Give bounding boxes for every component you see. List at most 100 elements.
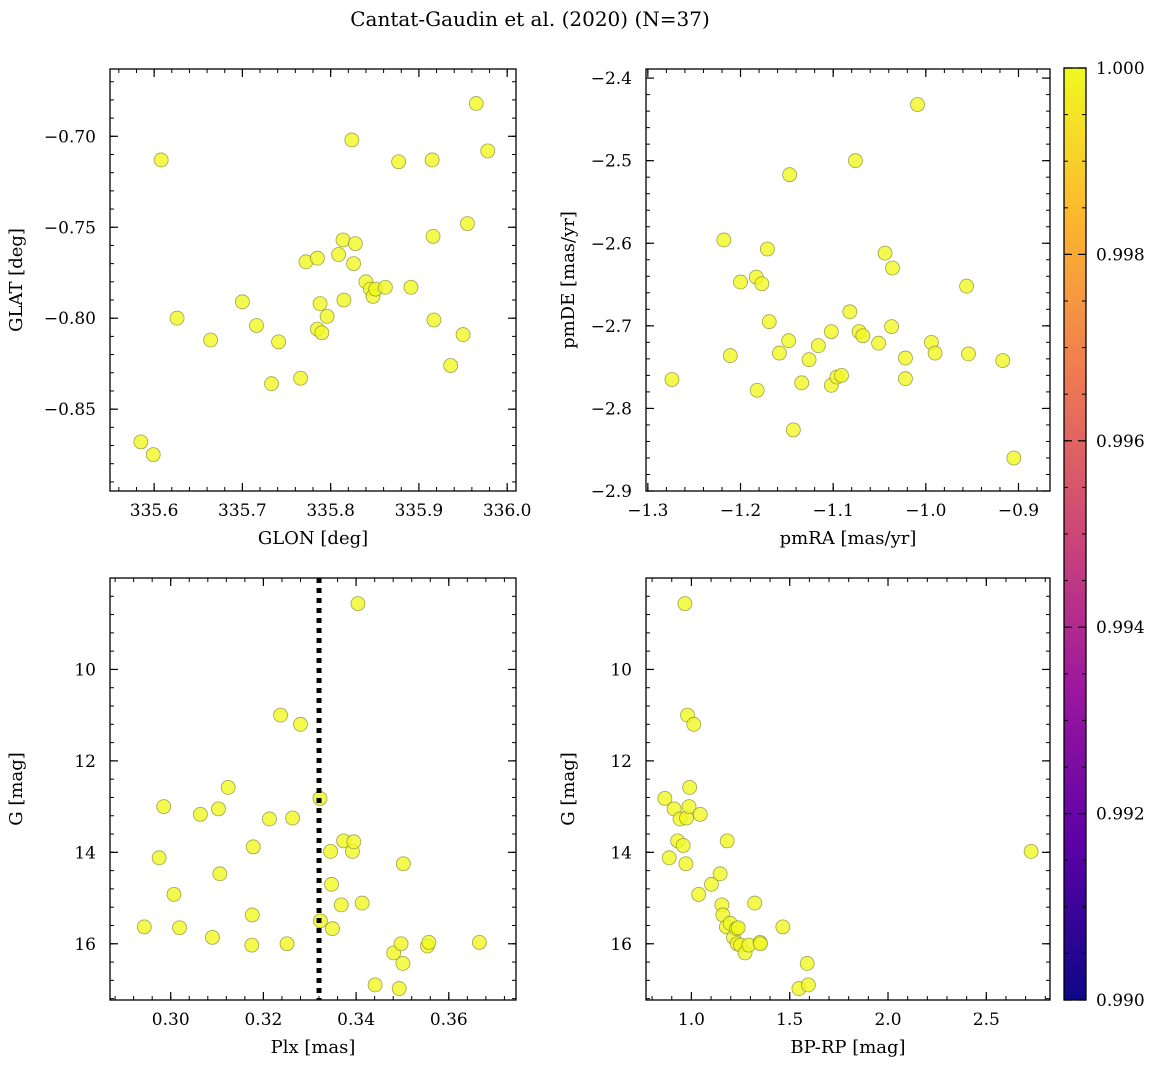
data-point <box>335 232 351 248</box>
data-point <box>205 929 220 945</box>
data-point <box>346 256 362 272</box>
data-point <box>664 372 680 387</box>
data-point <box>772 345 787 361</box>
panel-4: 1.0 1.5 2.0 2.5 10 12 14 16 BP-RP [mag] G [mag] <box>558 577 1051 1058</box>
data-point <box>848 153 863 169</box>
data-point <box>1023 844 1039 859</box>
data-point <box>133 434 149 450</box>
plot-frame <box>645 68 1051 492</box>
data-point <box>719 833 735 849</box>
data-point <box>681 799 697 815</box>
data-point <box>781 333 797 349</box>
x-tick-label: 1.0 <box>678 1010 705 1030</box>
data-point <box>677 596 693 612</box>
data-point <box>273 707 288 723</box>
data-point <box>692 806 708 822</box>
data-point <box>884 319 899 335</box>
data-point <box>264 376 279 392</box>
y-tick-label: 14 <box>610 843 632 863</box>
y-tick-label: 10 <box>74 660 96 680</box>
data-point <box>460 216 475 232</box>
data-point <box>391 154 407 170</box>
y-tick-label: 14 <box>74 843 96 863</box>
data-point <box>426 312 442 328</box>
data-point <box>800 977 816 993</box>
data-point <box>393 936 409 952</box>
data-point <box>794 375 810 391</box>
data-point <box>682 779 698 795</box>
panel-3: 0.30 0.32 0.34 0.36 10 12 14 16 Plx [mas] G [mag] <box>6 577 517 1058</box>
data-point <box>203 332 219 348</box>
y-tick-label: −0.75 <box>44 218 96 238</box>
y-tick-label: −0.70 <box>44 127 96 147</box>
data-point <box>775 919 791 935</box>
y-tick-label: −2.4 <box>591 69 632 89</box>
x-tick-label: 2.0 <box>874 1010 901 1030</box>
data-point <box>244 937 260 953</box>
x-axis-label: Plx [mas] <box>271 1037 356 1058</box>
data-point <box>443 358 459 373</box>
data-point <box>834 367 849 383</box>
data-point <box>424 152 440 168</box>
data-point <box>166 886 182 902</box>
data-point <box>898 371 913 387</box>
data-point <box>169 310 185 326</box>
data-point <box>234 294 250 310</box>
data-point <box>471 934 487 950</box>
data-point <box>959 278 975 294</box>
y-tick-label: −0.80 <box>44 309 96 329</box>
y-tick-label: 12 <box>610 752 632 772</box>
data-point <box>324 876 339 892</box>
panel-2: −1.3 −1.2 −1.1 −1.0 −0.9 −2.9 −2.8 −2.7 −2.6 −2.5… <box>558 68 1051 549</box>
colorbar-tick-label: 0.990 <box>1096 991 1145 1011</box>
data-point <box>733 274 748 290</box>
data-point <box>871 335 886 351</box>
data-point <box>722 348 738 363</box>
colorbar: 0.990 0.992 0.994 0.996 0.998 1.000 <box>1063 59 1145 1011</box>
data-point <box>801 352 817 368</box>
data-point <box>759 241 775 257</box>
y-tick-label: 12 <box>74 752 96 772</box>
x-axis-label: pmRA [mas/yr] <box>780 528 917 549</box>
data-point <box>961 346 976 362</box>
data-point <box>211 801 226 817</box>
x-tick-label: 0.34 <box>337 1010 375 1030</box>
data-point <box>425 228 441 244</box>
data-point <box>391 981 407 996</box>
data-point <box>910 97 925 112</box>
data-point <box>661 850 677 866</box>
data-point <box>172 920 187 936</box>
figure-title: Cantat-Gaudin et al. (2020) (N=37) <box>350 7 710 31</box>
data-point <box>262 811 277 827</box>
data-point <box>704 876 719 892</box>
x-tick-label: 0.36 <box>430 1010 468 1030</box>
x-tick-label: 335.8 <box>306 501 355 521</box>
data-point <box>885 260 900 276</box>
data-point <box>244 907 260 923</box>
data-point <box>995 353 1011 368</box>
x-tick-label: 335.6 <box>130 501 179 521</box>
x-tick-label: 1.5 <box>776 1010 803 1030</box>
data-point <box>323 844 339 859</box>
data-point <box>799 956 815 971</box>
data-point <box>151 850 167 866</box>
data-point <box>145 447 161 463</box>
plot-frame <box>109 577 517 1001</box>
data-point <box>285 810 301 826</box>
colorbar-tick-label: 0.996 <box>1096 432 1145 452</box>
data-point <box>421 934 437 950</box>
data-point <box>403 279 419 295</box>
data-point <box>220 779 236 795</box>
data-point <box>192 806 208 822</box>
y-tick-label: −2.5 <box>591 152 632 172</box>
panel-1: 335.6 335.7 335.8 335.9 336.0 −0.85 −0.80 −0.75… <box>6 68 532 549</box>
data-point <box>785 422 801 438</box>
data-point <box>325 921 340 937</box>
data-point <box>855 328 871 344</box>
data-point <box>312 296 328 312</box>
data-point <box>336 292 352 308</box>
data-point <box>347 236 363 252</box>
data-point <box>691 886 707 902</box>
data-point <box>395 956 411 971</box>
